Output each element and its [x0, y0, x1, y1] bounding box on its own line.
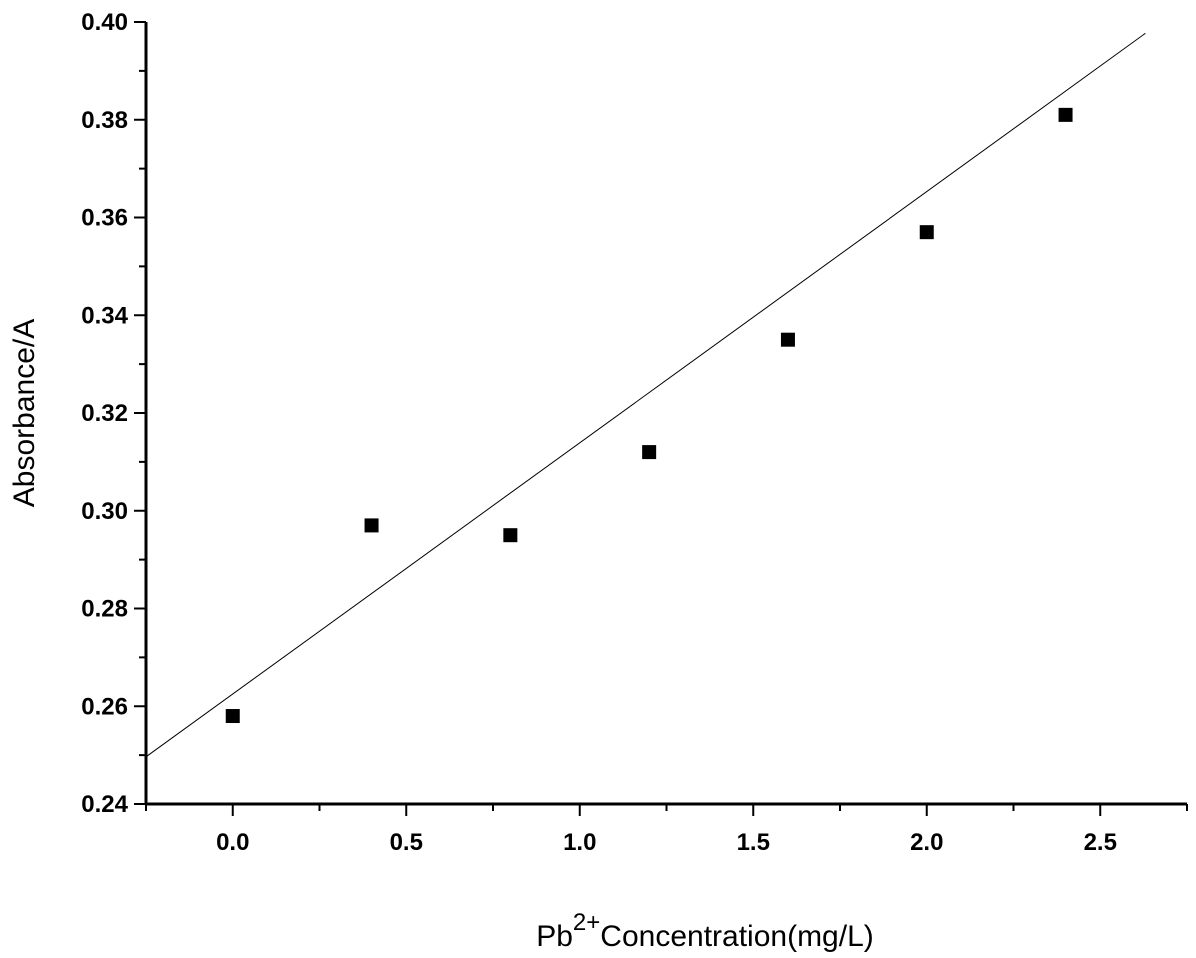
y-tick-label: 0.32 [81, 400, 128, 427]
y-tick-label: 0.40 [81, 9, 128, 36]
y-axis-title: Absorbance/A [8, 319, 41, 507]
y-tick-label: 0.34 [81, 302, 128, 329]
y-tick-label: 0.28 [81, 596, 128, 623]
x-axis-title-suffix: Concentration(mg/L) [600, 920, 873, 953]
x-axis-title: Pb2+Concentration(mg/L) [536, 909, 874, 953]
x-tick-label: 2.0 [910, 829, 943, 856]
data-point [503, 528, 518, 543]
x-tick-label: 1.5 [737, 829, 770, 856]
fit-line-group [145, 32, 1146, 758]
data-point [1058, 107, 1073, 122]
ticks [134, 21, 1188, 816]
y-tick-label: 0.38 [81, 107, 128, 134]
x-tick-label: 0.0 [216, 829, 249, 856]
fit-line [145, 32, 1146, 758]
data-point [780, 332, 795, 347]
y-tick-label: 0.30 [81, 498, 128, 525]
y-tick-label: 0.24 [81, 791, 128, 818]
x-tick-label: 0.5 [390, 829, 423, 856]
data-point [919, 225, 934, 240]
x-axis-title-superscript: 2+ [573, 909, 600, 936]
data-point [364, 518, 379, 533]
y-tick-label: 0.26 [81, 693, 128, 720]
x-tick-label: 2.5 [1084, 829, 1117, 856]
data-point [642, 445, 657, 460]
tick-labels: 0.24 0.26 0.28 0.30 0.32 0.34 0.36 0.38 0.40 0.0 0… [81, 9, 1117, 856]
x-axis-title-prefix: Pb [536, 920, 573, 953]
axes [144, 22, 1187, 806]
data-points [225, 107, 1073, 724]
x-tick-label: 1.0 [563, 829, 596, 856]
y-tick-label: 0.36 [81, 205, 128, 232]
data-point [225, 709, 240, 724]
